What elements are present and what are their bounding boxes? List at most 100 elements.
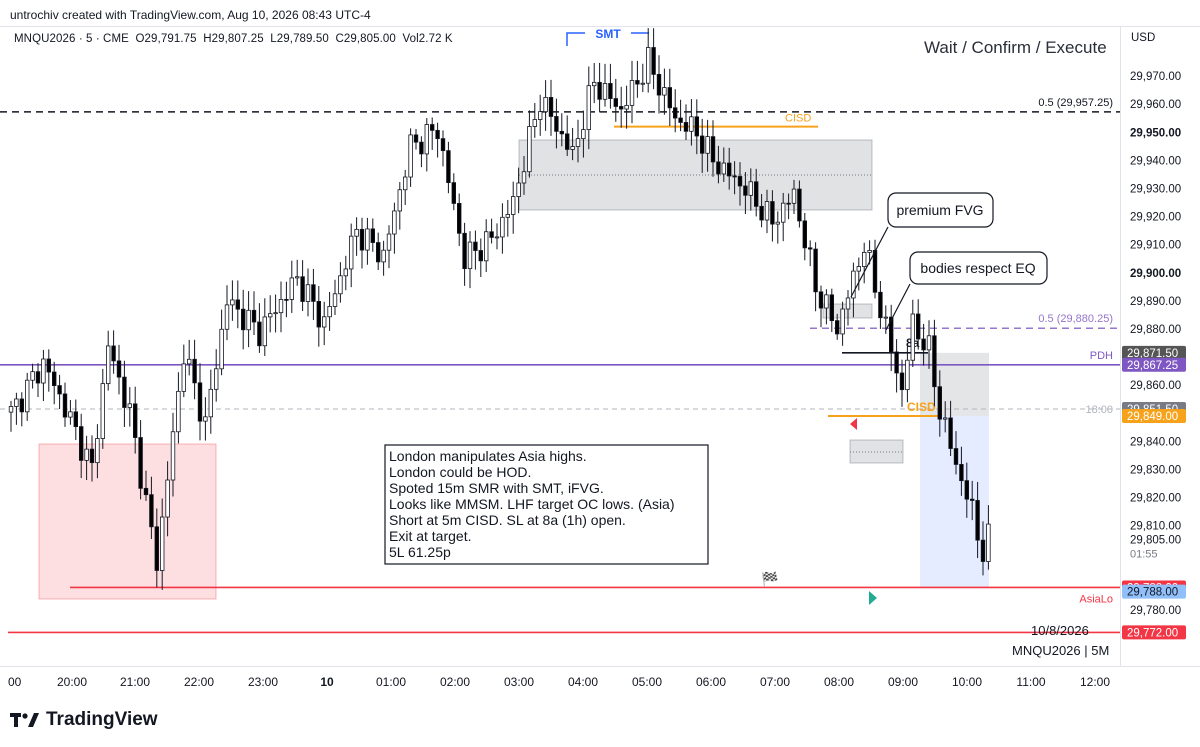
candle-body xyxy=(41,358,46,384)
candle-body xyxy=(116,360,122,378)
pdh-label: PDH xyxy=(1090,350,1113,362)
top-border xyxy=(0,26,1200,27)
candle-body xyxy=(267,313,273,318)
candle-body xyxy=(419,141,424,155)
candle-body xyxy=(943,417,948,420)
candle-body xyxy=(149,494,154,528)
price-axis-tick: 29,820.00 xyxy=(1130,493,1181,505)
premium-fvg-callout-text: premium FVG xyxy=(896,202,983,218)
time-axis-tick: 06:00 xyxy=(696,675,726,689)
candle-body xyxy=(138,437,143,489)
candle-body xyxy=(165,479,170,518)
time-axis-tick: 22:00 xyxy=(184,675,214,689)
candle-body xyxy=(257,321,262,347)
candle-body xyxy=(748,181,753,196)
candle-body xyxy=(294,276,300,279)
time-axis-tick: 10 xyxy=(320,675,334,689)
candle-body xyxy=(122,376,127,408)
candle-body xyxy=(689,116,694,132)
exit-arrow-marker xyxy=(869,591,877,605)
candle-body xyxy=(899,372,905,391)
candle-body xyxy=(640,82,645,85)
trade-notes-line: London manipulates Asia highs. xyxy=(389,448,587,464)
candle-body xyxy=(273,312,278,315)
candle-body xyxy=(516,182,521,197)
candle-body xyxy=(581,129,586,140)
candle-body xyxy=(948,417,953,449)
symbol-name[interactable]: MNQU2026 · 5 · CME xyxy=(14,33,129,45)
candle-body xyxy=(462,232,467,270)
cisd-top-label: CISD xyxy=(785,113,811,125)
candle-body xyxy=(106,345,111,385)
price-axis-tick: 29,810.00 xyxy=(1130,521,1181,533)
price-badge xyxy=(1122,625,1186,640)
eq-high-label: 0.5 (29,957.25) xyxy=(1038,97,1113,109)
asia-low-label: AsiaLo xyxy=(1079,593,1113,605)
candle-body xyxy=(932,335,937,388)
candle-body xyxy=(883,316,888,319)
candle-body xyxy=(397,189,402,212)
trade-notes-box xyxy=(384,444,709,565)
candle-body xyxy=(964,480,969,500)
candle-body xyxy=(300,276,305,302)
candle-body xyxy=(467,241,473,270)
candle-body xyxy=(510,196,516,215)
candle-body xyxy=(894,351,899,374)
watermark-date: 10/8/2026 xyxy=(1031,623,1089,638)
candle-body xyxy=(791,188,797,204)
candle-body xyxy=(538,111,543,120)
candle-body xyxy=(176,390,181,433)
currency-label[interactable]: USD xyxy=(1131,32,1156,44)
candle-body xyxy=(284,298,289,301)
candle-body xyxy=(527,126,532,173)
volume-value: Vol2.72 K xyxy=(402,33,453,45)
candle-body xyxy=(916,313,921,340)
candle-body xyxy=(311,284,316,302)
candle-body xyxy=(786,202,791,205)
price-badge-label: 29,867.25 xyxy=(1127,360,1178,372)
ohlc-open: O29,791.75 xyxy=(135,33,197,45)
candle-body xyxy=(89,448,95,464)
candle-body xyxy=(700,135,705,154)
candle-body xyxy=(30,371,35,381)
candle-body xyxy=(548,97,554,117)
trade-notes-line: 5L 61.25p xyxy=(389,544,451,560)
candle-body xyxy=(851,270,856,299)
time-axis-tick: 09:00 xyxy=(888,675,918,689)
entry-arrow-marker xyxy=(850,418,857,430)
candle-body xyxy=(246,309,251,331)
candle-body xyxy=(759,205,764,221)
premium-fvg-callout-box xyxy=(887,192,994,228)
tradingview-logo[interactable]: TradingView xyxy=(10,709,158,731)
candle-body xyxy=(57,385,62,395)
candle-body xyxy=(46,358,51,373)
candle-body xyxy=(154,526,159,571)
candle-body xyxy=(597,81,602,100)
asia-range-zone xyxy=(38,443,217,600)
candle-body xyxy=(354,228,359,237)
candle-body xyxy=(230,299,235,306)
price-axis-tick: 29,840.00 xyxy=(1130,436,1181,448)
price-badge-label: 29,849.00 xyxy=(1127,411,1178,423)
candle-body xyxy=(159,516,165,571)
candle-body xyxy=(500,216,505,238)
candle-body xyxy=(705,136,710,154)
candle-body xyxy=(505,214,510,218)
candle-body xyxy=(402,176,408,191)
time-axis-tick: 02:00 xyxy=(440,675,470,689)
candle-body xyxy=(181,363,186,392)
candle-body xyxy=(186,358,192,365)
time-axis-tick: 20:00 xyxy=(57,675,87,689)
candle-body xyxy=(662,87,667,96)
candle-body xyxy=(683,122,689,132)
candle-body xyxy=(451,182,456,204)
bar-countdown-label: 01:55 xyxy=(1130,549,1158,561)
candle-body xyxy=(835,320,840,335)
candle-body xyxy=(338,275,343,295)
time-axis-tick: 10:00 xyxy=(952,675,982,689)
candle-body xyxy=(375,242,381,263)
candle-body xyxy=(392,210,397,235)
last-price-label: 29,805.00 xyxy=(1130,535,1181,547)
candle-body xyxy=(872,250,878,293)
